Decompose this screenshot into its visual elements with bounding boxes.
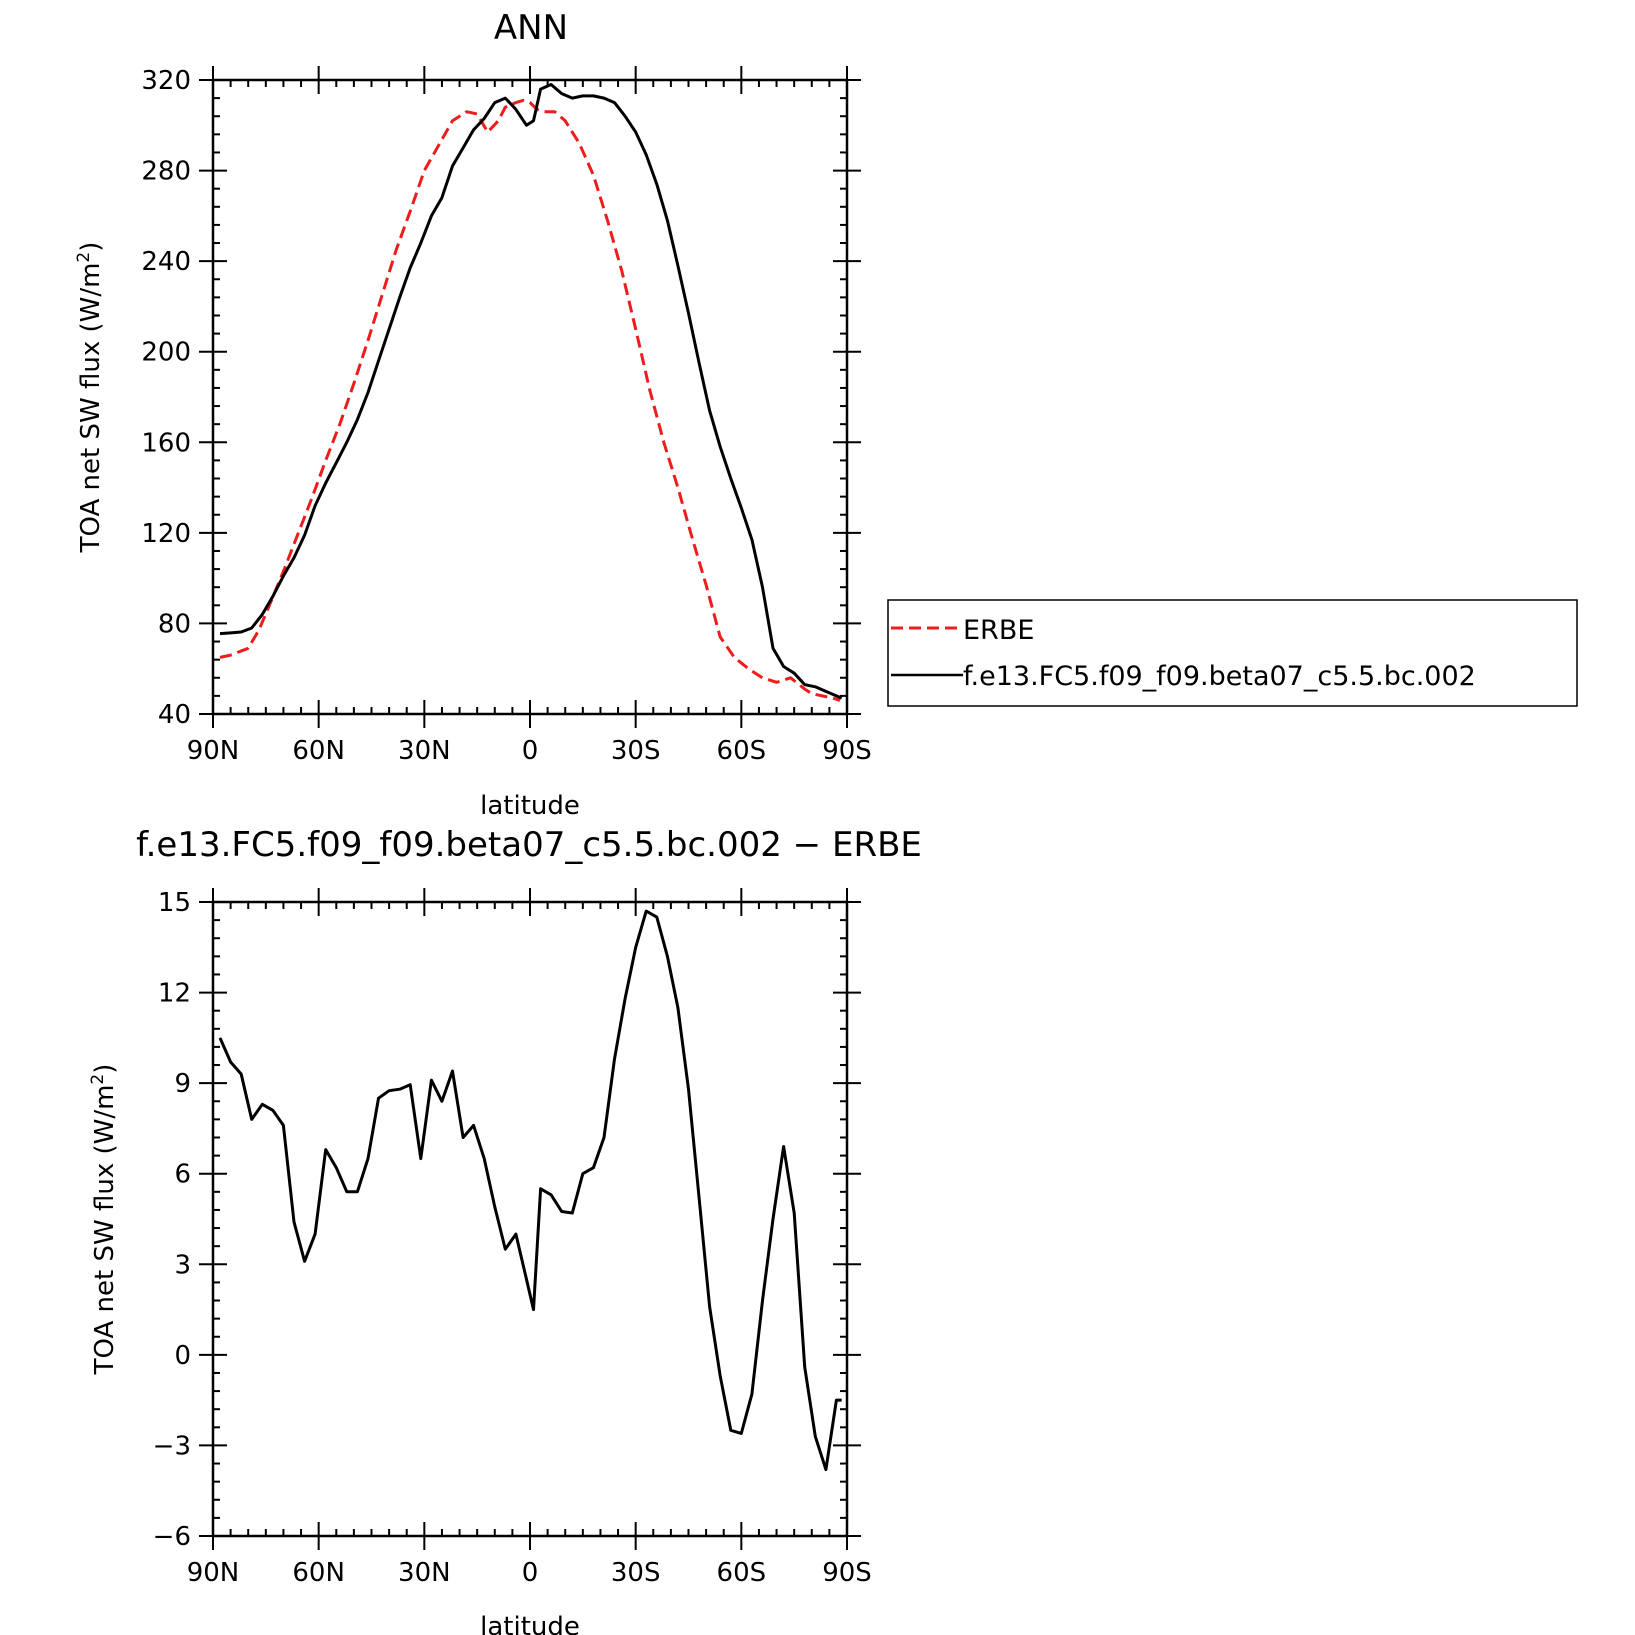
difference-panel: f.e13.FC5.f09_f09.beta07_c5.5.bc.002 − E… xyxy=(88,825,922,1635)
bottom-ticks xyxy=(199,888,861,1550)
bottom-x-axis-title: latitude xyxy=(480,1612,580,1635)
bottom-x-tick-label: 30S xyxy=(611,1558,661,1588)
top-tick-labels: 90N 60N 30N 0 30S 60S 90S 40 80 120 160 200 240 280 32… xyxy=(141,66,871,766)
bottom-plot-title: f.e13.FC5.f09_f09.beta07_c5.5.bc.002 − E… xyxy=(136,825,922,865)
top-x-tick-label: 0 xyxy=(522,736,539,766)
bottom-y-axis-title: TOA net SW flux (W/m2) xyxy=(88,1064,120,1376)
bottom-series-line-0 xyxy=(218,909,842,1472)
bottom-plot-frame xyxy=(211,900,849,1538)
top-series-line-erbe-0 xyxy=(219,98,841,702)
bottom-y-tick-label: 6 xyxy=(174,1160,191,1190)
bottom-tick-labels: 90N 60N 30N 0 30S 60S 90S −6 −3 0 3 6 9 12 15 xyxy=(153,888,872,1588)
top-series xyxy=(219,83,843,702)
legend-label-model: f.e13.FC5.f09_f09.beta07_c5.5.bc.002 xyxy=(963,661,1476,692)
top-plot-frame xyxy=(211,78,849,716)
bottom-series xyxy=(218,909,842,1472)
top-y-tick-label: 240 xyxy=(141,247,191,277)
top-y-axis-title-close: ) xyxy=(76,242,106,252)
top-y-tick-label: 160 xyxy=(141,428,191,458)
bottom-y-axis-title-main: TOA net SW flux (W/m xyxy=(90,1085,120,1376)
bottom-y-tick-label: 0 xyxy=(174,1341,191,1371)
top-y-tick-label: 200 xyxy=(141,338,191,368)
top-x-axis-title: latitude xyxy=(480,791,580,821)
top-plot-title: ANN xyxy=(494,8,568,48)
bottom-y-axis-title-close: ) xyxy=(90,1064,120,1074)
legend-box xyxy=(887,599,1578,707)
top-x-tick-label: 90N xyxy=(187,736,240,766)
top-y-axis-title-main: TOA net SW flux (W/m xyxy=(76,263,106,554)
top-series-line-f-1 xyxy=(219,83,843,700)
bottom-x-tick-label: 90S xyxy=(822,1558,872,1588)
top-x-tick-label: 30S xyxy=(611,736,661,766)
top-y-tick-label: 320 xyxy=(141,66,191,96)
top-y-tick-label: 280 xyxy=(141,157,191,187)
bottom-y-tick-label: −6 xyxy=(153,1522,191,1552)
top-ticks xyxy=(199,66,861,728)
top-y-tick-label: 80 xyxy=(158,609,191,639)
bottom-y-tick-label: 3 xyxy=(174,1250,191,1280)
bottom-x-tick-label: 90N xyxy=(187,1558,240,1588)
bottom-y-axis-title-superscript: 2 xyxy=(88,1074,108,1085)
top-y-tick-label: 40 xyxy=(158,700,191,730)
bottom-y-tick-label: 15 xyxy=(158,888,191,918)
top-y-tick-label: 120 xyxy=(141,519,191,549)
top-x-tick-label: 30N xyxy=(398,736,451,766)
bottom-y-tick-label: −3 xyxy=(153,1431,191,1461)
bottom-y-tick-label: 12 xyxy=(158,979,191,1009)
bottom-y-tick-label: 9 xyxy=(174,1069,191,1099)
legend: ERBE f.e13.FC5.f09_f09.beta07_c5.5.bc.00… xyxy=(887,599,1578,707)
top-x-tick-label: 90S xyxy=(822,736,872,766)
bottom-x-tick-label: 0 xyxy=(522,1558,539,1588)
bottom-x-tick-label: 30N xyxy=(398,1558,451,1588)
top-x-tick-label: 60N xyxy=(292,736,345,766)
bottom-x-tick-label: 60N xyxy=(292,1558,345,1588)
top-y-axis-title: TOA net SW flux (W/m2) xyxy=(74,242,106,554)
bottom-x-tick-label: 60S xyxy=(717,1558,767,1588)
legend-label-erbe: ERBE xyxy=(963,615,1034,646)
top-y-axis-title-superscript: 2 xyxy=(74,252,94,263)
top-x-tick-label: 60S xyxy=(717,736,767,766)
flux-panel: ANN 90N 60N 30N 0 30S 60S 90S 40 80 120 160 200 240 2… xyxy=(74,8,1578,821)
